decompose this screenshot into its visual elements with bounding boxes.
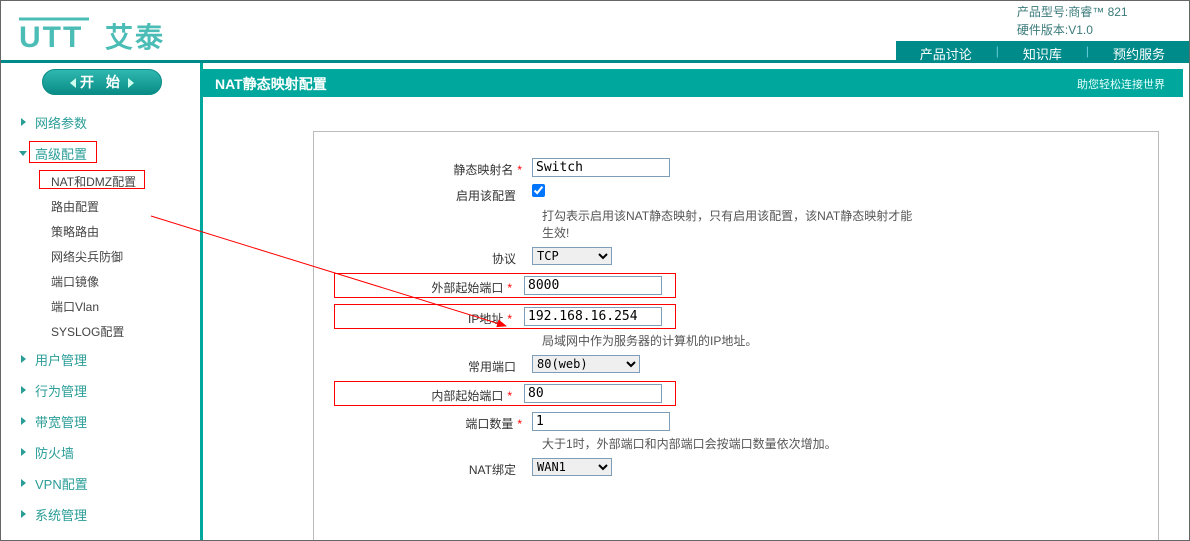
- label-nat-bind: NAT绑定: [469, 463, 516, 477]
- sidebar-subitem-vlan[interactable]: 端口Vlan: [1, 294, 203, 319]
- hint-port-count: 大于1时，外部端口和内部端口会按端口数量依次增加。: [542, 435, 1138, 452]
- sidebar-item-network-params[interactable]: 网络参数: [1, 107, 203, 138]
- sidebar-item-advanced-config[interactable]: 高级配置: [1, 138, 203, 169]
- sidebar-subitem-mirror[interactable]: 端口镜像: [1, 269, 203, 294]
- content-area: NAT静态映射配置 助您轻松连接世界 静态映射名 * 启用该配置 打勾表示启用该N…: [203, 63, 1189, 540]
- topnav-discuss[interactable]: 产品讨论: [896, 41, 996, 63]
- label-int-port: 内部起始端口: [431, 389, 503, 403]
- input-ext-port[interactable]: [524, 276, 662, 295]
- sidebar-item-firewall[interactable]: 防火墙: [1, 437, 203, 468]
- label-ip: IP地址: [468, 312, 503, 326]
- input-ip[interactable]: [524, 307, 662, 326]
- topnav-service[interactable]: 预约服务: [1089, 41, 1189, 63]
- hint-ip: 局域网中作为服务器的计算机的IP地址。: [542, 332, 1138, 349]
- slogan: 助您轻松连接世界: [1077, 76, 1165, 92]
- hint-enable: 打勾表示启用该NAT静态映射，只有启用该配置，该NAT静态映射才能生效!: [542, 207, 922, 241]
- label-ext-port: 外部起始端口: [431, 281, 503, 295]
- select-protocol[interactable]: TCP: [532, 247, 612, 265]
- page-title: NAT静态映射配置: [215, 76, 327, 92]
- required-mark: *: [517, 163, 522, 177]
- sidebar-item-bandwidth[interactable]: 带宽管理: [1, 406, 203, 437]
- input-mapping-name[interactable]: [532, 158, 670, 177]
- label-port-count: 端口数量: [465, 417, 513, 431]
- select-common-port[interactable]: 80(web): [532, 355, 640, 373]
- sidebar-subitem-route[interactable]: 路由配置: [1, 194, 203, 219]
- sidebar-item-system[interactable]: 系统管理: [1, 499, 203, 530]
- required-mark: *: [517, 417, 522, 431]
- label-mapping-name: 静态映射名: [453, 163, 513, 177]
- sidebar-item-behavior[interactable]: 行为管理: [1, 375, 203, 406]
- sidebar-item-user-mgmt[interactable]: 用户管理: [1, 344, 203, 375]
- top-nav: 产品讨论 | 知识库 | 预约服务: [896, 41, 1189, 63]
- label-common-port: 常用端口: [468, 360, 516, 374]
- start-button[interactable]: 开 始: [42, 69, 162, 95]
- input-port-count[interactable]: [532, 412, 670, 431]
- sidebar: 开 始 网络参数 高级配置 NAT和DMZ配置 路由配置 策略路由 网络尖兵防御…: [1, 63, 203, 540]
- sidebar-subitem-syslog[interactable]: SYSLOG配置: [1, 319, 203, 344]
- checkbox-enable[interactable]: [532, 184, 545, 197]
- sidebar-subitem-policy[interactable]: 策略路由: [1, 219, 203, 244]
- header: UTT 艾泰 产品型号:商睿™ 821 硬件版本:V1.0 软件版本:mv821…: [1, 1, 1189, 63]
- logo: UTT 艾泰: [19, 15, 219, 57]
- select-nat-bind[interactable]: WAN1: [532, 458, 612, 476]
- required-mark: *: [507, 312, 512, 326]
- required-mark: *: [507, 389, 512, 403]
- label-enable: 启用该配置: [456, 189, 516, 203]
- topnav-kb[interactable]: 知识库: [999, 41, 1086, 63]
- sidebar-subitem-ids[interactable]: 网络尖兵防御: [1, 244, 203, 269]
- required-mark: *: [507, 281, 512, 295]
- sidebar-item-vpn[interactable]: VPN配置: [1, 468, 203, 499]
- input-int-port[interactable]: [524, 384, 662, 403]
- svg-text:UTT: UTT: [19, 21, 83, 54]
- label-protocol: 协议: [492, 252, 516, 266]
- svg-text:艾泰: 艾泰: [105, 22, 165, 54]
- sidebar-subitem-nat-dmz[interactable]: NAT和DMZ配置: [1, 169, 203, 194]
- page-title-bar: NAT静态映射配置 助您轻松连接世界: [203, 69, 1183, 97]
- form-panel: 静态映射名 * 启用该配置 打勾表示启用该NAT静态映射，只有启用该配置，该NAT…: [313, 131, 1159, 541]
